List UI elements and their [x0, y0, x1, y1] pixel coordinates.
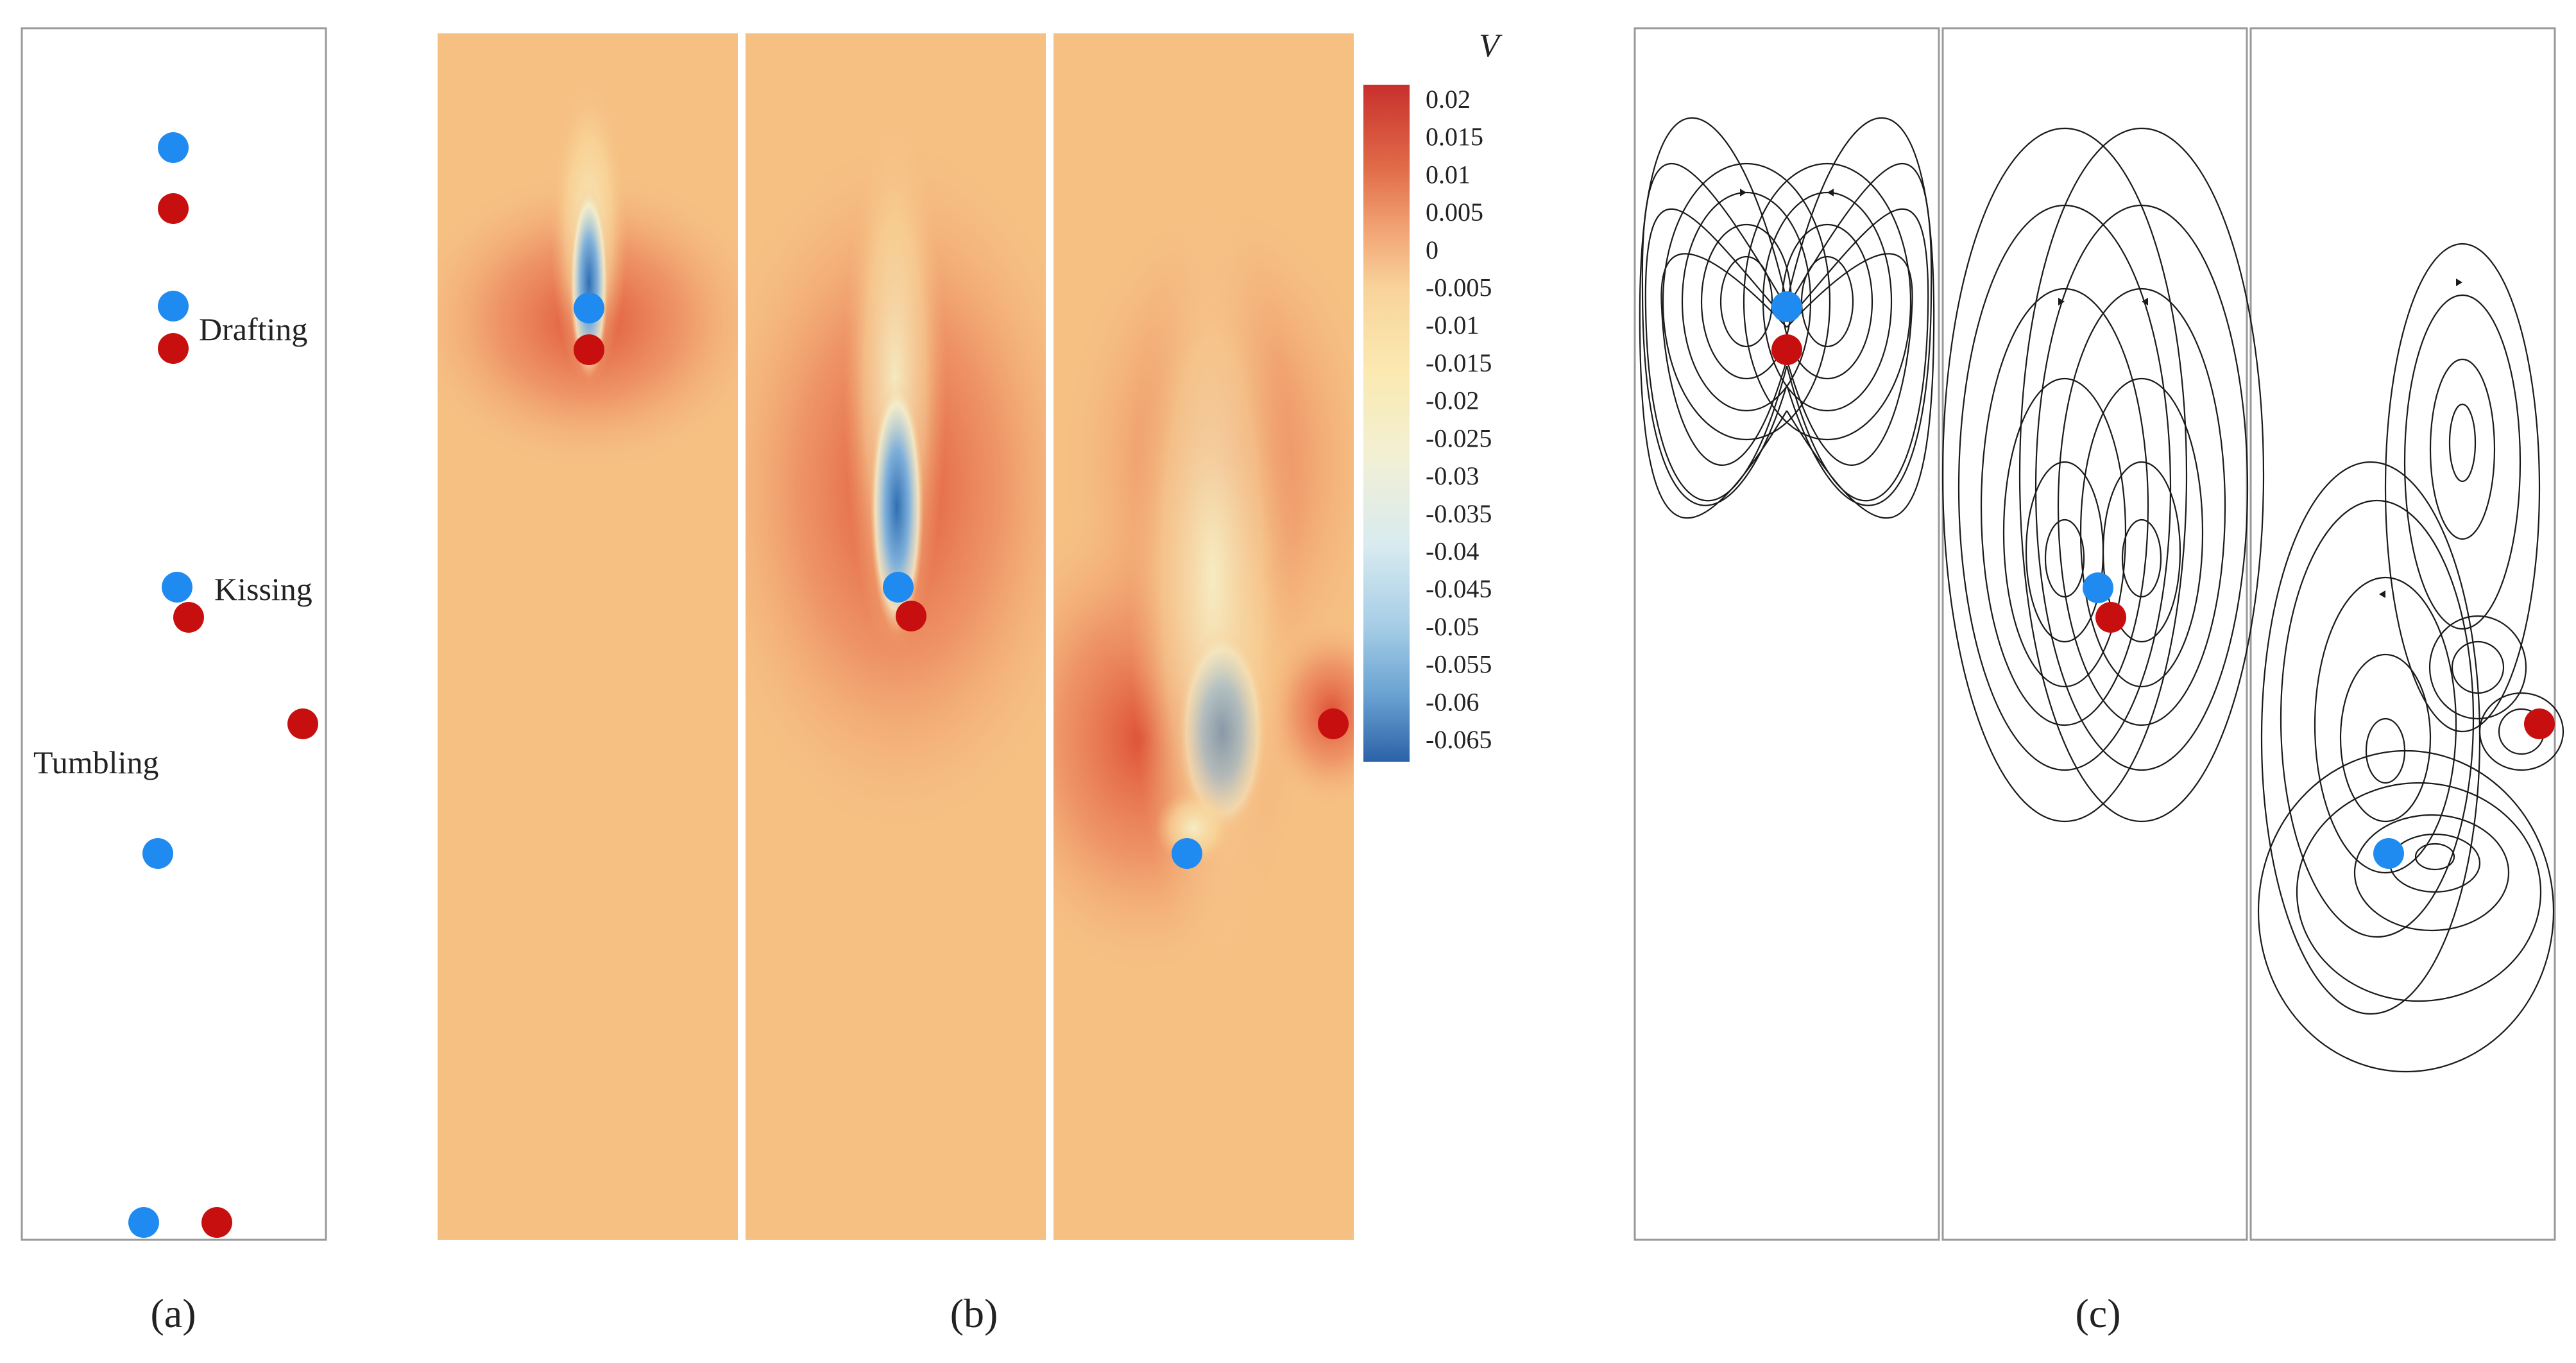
streamlines-frame-3 [2257, 243, 2564, 1073]
panel-c-frame-2 [1941, 27, 2248, 1241]
colorbar-tick-label: -0.005 [1426, 273, 1492, 302]
colorbar-tick-label: 0.015 [1426, 123, 1483, 151]
colorbar-tick-label: -0.01 [1426, 311, 1479, 339]
colorbar-tick-label: -0.06 [1426, 687, 1479, 716]
particle-blue [142, 838, 173, 869]
label-drafting: Drafting [199, 311, 307, 347]
particle-red [173, 602, 204, 633]
label-tumbling: Tumbling [33, 744, 158, 780]
panel-c-frame-1 [1633, 27, 1940, 1241]
particle-red [896, 601, 926, 631]
particle-red [1318, 708, 1349, 739]
colorbar-ticks: 0.02 0.015 0.01 0.005 0 -0.005 -0.01 -0.015 -0.0… [1426, 85, 1492, 754]
streamlines-frame-2 [1941, 127, 2265, 823]
colorbar-tick-label: 0.01 [1426, 160, 1471, 189]
particle-red [2095, 602, 2126, 633]
panel-c: (c) [1633, 27, 2564, 1336]
panel-a-frame [21, 27, 327, 1241]
streamlines-frame-1 [1639, 117, 1935, 519]
panel-b: V 0.02 0.015 0.01 0.005 0 -0.005 -0.01 -0.015 -0… [438, 28, 1503, 1336]
particle-red [1771, 334, 1802, 365]
colorbar-tick-label: -0.02 [1426, 386, 1479, 415]
colorbar-tick-label: -0.025 [1426, 424, 1492, 452]
colorbar-tick-label: 0 [1426, 236, 1438, 264]
panel-c-frame-3 [2249, 27, 2556, 1241]
particle-blue [1771, 291, 1802, 322]
particle-red [574, 334, 604, 365]
colorbar-tick-label: -0.03 [1426, 461, 1479, 490]
particle-blue [883, 572, 914, 603]
colorbar-tick-label: -0.035 [1426, 499, 1492, 528]
colorbar-tick-label: -0.065 [1426, 725, 1492, 754]
colorbar-tick-label: 0.005 [1426, 198, 1483, 227]
particle-red [201, 1207, 232, 1238]
particle-blue [128, 1207, 159, 1238]
colorbar-tick-label: -0.04 [1426, 536, 1479, 565]
particle-red [158, 333, 189, 364]
colorbar-tick-label: -0.045 [1426, 574, 1492, 603]
colorbar-title: V [1479, 28, 1503, 64]
colorbar [1363, 85, 1410, 762]
particle-blue [2083, 572, 2113, 603]
velocity-field-frame-2 [746, 33, 1046, 1240]
particle-blue [574, 293, 604, 323]
caption-c: (c) [2075, 1290, 2120, 1336]
particle-blue [1172, 838, 1202, 869]
colorbar-tick-label: 0.02 [1426, 85, 1471, 114]
particle-blue [2373, 838, 2404, 869]
colorbar-tick-label: -0.055 [1426, 650, 1492, 679]
colorbar-tick-label: -0.05 [1426, 612, 1479, 641]
particle-red [287, 708, 318, 739]
velocity-field-frame-3 [1053, 33, 1354, 1240]
velocity-field-frame-1 [438, 33, 738, 1240]
particle-blue [158, 291, 189, 321]
particle-blue [162, 572, 192, 603]
label-kissing: Kissing [214, 571, 312, 607]
particle-red [158, 193, 189, 224]
colorbar-tick-label: -0.015 [1426, 348, 1492, 377]
particle-red [2524, 708, 2555, 739]
panel-a: Drafting Kissing Tumbling (a) [21, 27, 327, 1336]
particle-blue [158, 132, 189, 163]
caption-a: (a) [150, 1290, 196, 1336]
caption-b: (b) [950, 1290, 998, 1336]
